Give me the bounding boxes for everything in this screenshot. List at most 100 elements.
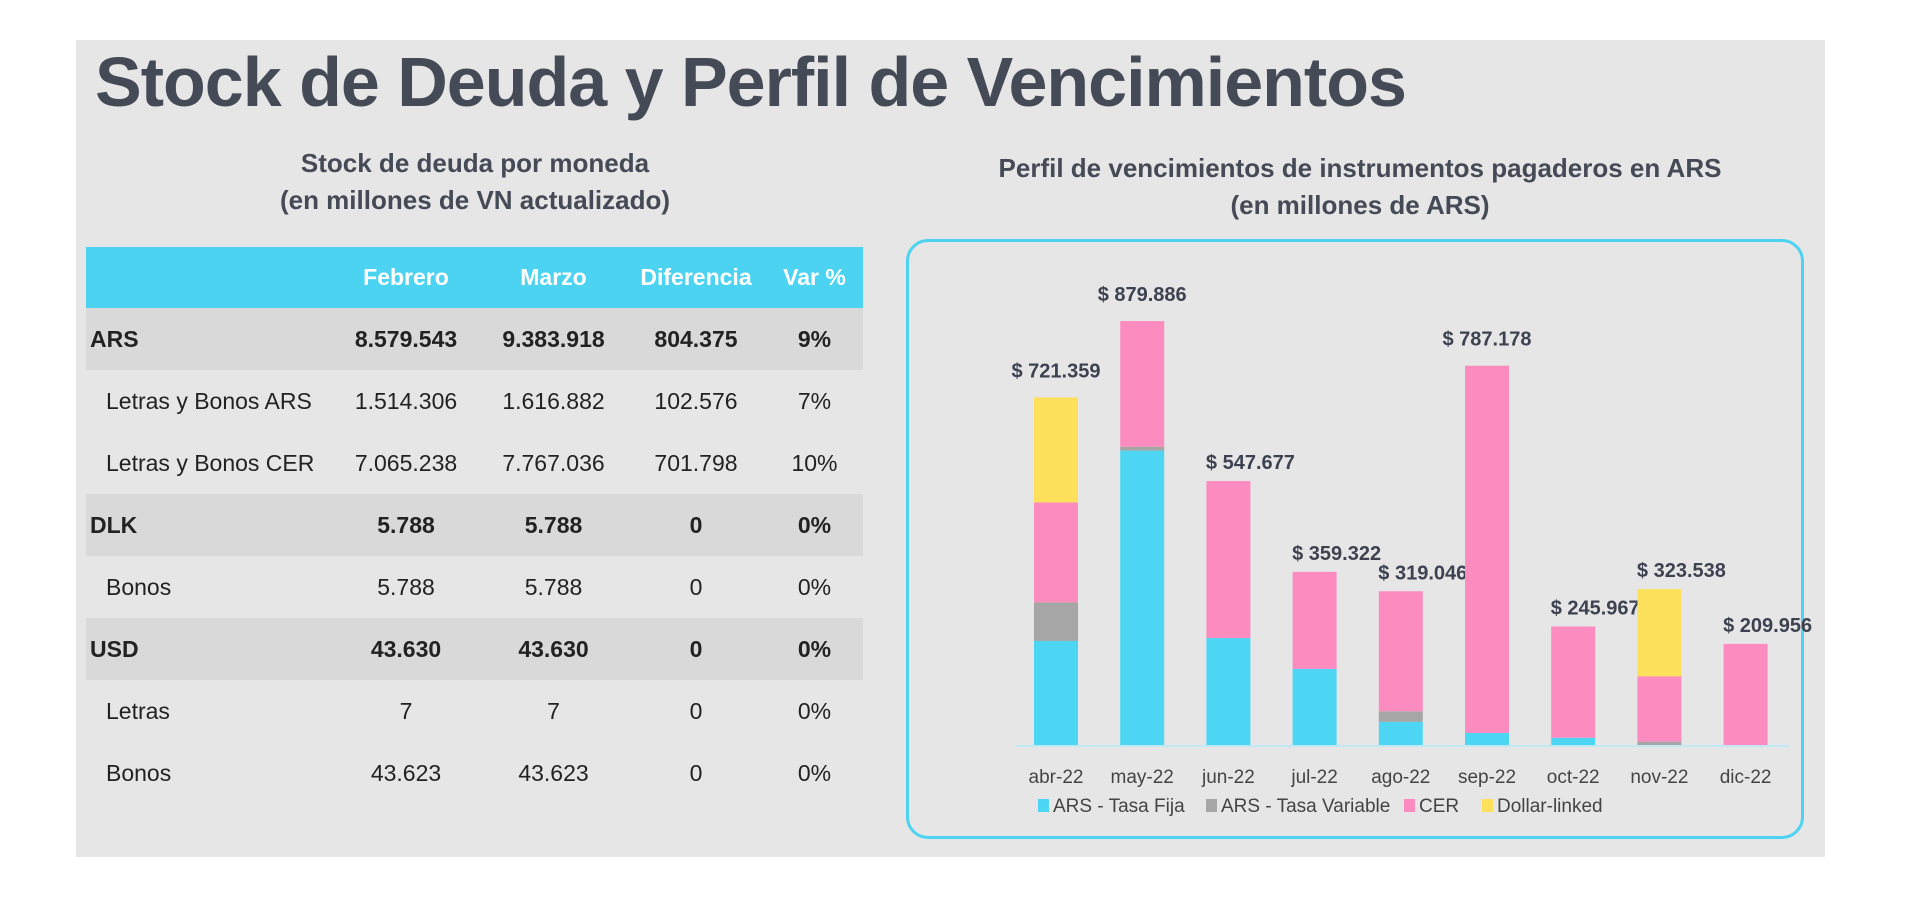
cell-value: 9.383.918 bbox=[481, 308, 626, 370]
x-tick-label: oct-22 bbox=[1547, 767, 1600, 788]
cell-value: 5.788 bbox=[524, 573, 583, 600]
legend-label: Dollar-linked bbox=[1497, 796, 1603, 817]
legend-swatch bbox=[1206, 799, 1217, 812]
table-title: Stock de deuda por moneda (en millones d… bbox=[160, 145, 790, 219]
x-tick-label: jul-22 bbox=[1290, 767, 1337, 788]
row-label: Letras y Bonos ARS bbox=[106, 387, 312, 414]
total-label: $ 209.956 bbox=[1723, 615, 1812, 637]
cell-value: 0% bbox=[797, 697, 832, 724]
total-label: $ 787.178 bbox=[1443, 329, 1532, 351]
row-label: Bonos bbox=[106, 759, 172, 786]
bar-segment-cer bbox=[1465, 365, 1509, 733]
cell-value: 0 bbox=[689, 573, 703, 600]
chart-title: Perfil de vencimientos de instrumentos p… bbox=[920, 150, 1800, 224]
cell-value: 1.616.882 bbox=[502, 387, 605, 414]
row-label: ARS bbox=[86, 308, 331, 370]
bar-segment-cer bbox=[1378, 591, 1423, 712]
cell-value: 0 bbox=[689, 697, 703, 724]
bar-segment-cer bbox=[1034, 502, 1078, 603]
table-row: DLK 5.788 5.788 0 0% bbox=[86, 494, 863, 556]
bar-segment-ars-tasa-fija bbox=[1034, 640, 1078, 745]
cell-value: 43.630 bbox=[331, 618, 481, 680]
bar-segment-ars-tasa-fija bbox=[1551, 737, 1596, 745]
debt-stock-table: Febrero Marzo Diferencia Var % ARS 8.579.… bbox=[86, 247, 863, 804]
cell-value: 0 bbox=[626, 494, 766, 556]
cell-value: 804.375 bbox=[626, 308, 766, 370]
cell-value: 7 bbox=[399, 697, 413, 724]
row-label: Letras y Bonos CER bbox=[106, 449, 315, 476]
header-cell: Febrero bbox=[331, 247, 481, 308]
cell-value: 5.788 bbox=[377, 573, 435, 600]
total-label: $ 359.322 bbox=[1292, 543, 1381, 565]
total-label: $ 319.046 bbox=[1378, 562, 1467, 584]
x-tick-label: abr-22 bbox=[1029, 767, 1084, 788]
header-cell: Marzo bbox=[481, 247, 626, 308]
table-row: Bonos 5.788 5.788 0 0% bbox=[86, 556, 863, 618]
table-title-line1: Stock de deuda por moneda bbox=[300, 148, 650, 178]
cell-value: 43.623 bbox=[370, 759, 442, 786]
legend-swatch bbox=[1038, 799, 1049, 812]
cell-value: 5.788 bbox=[481, 494, 626, 556]
cell-value: 102.576 bbox=[654, 387, 738, 414]
cell-value: 1.514.306 bbox=[354, 387, 458, 414]
cell-value: 9% bbox=[766, 308, 863, 370]
page-title: Stock de Deuda y Perfil de Vencimientos bbox=[95, 43, 1407, 121]
cell-value: 10% bbox=[791, 449, 838, 476]
total-label: $ 323.538 bbox=[1637, 560, 1726, 582]
x-tick-label: ago-22 bbox=[1371, 767, 1430, 788]
total-label: $ 879.886 bbox=[1098, 284, 1187, 306]
table-row: Letras y Bonos ARS 1.514.306 1.616.882 102.… bbox=[86, 370, 863, 432]
total-label: $ 245.967 bbox=[1551, 597, 1640, 619]
table-row: ARS 8.579.543 9.383.918 804.375 9% bbox=[86, 308, 863, 370]
cell-value: 7% bbox=[797, 387, 832, 414]
legend-label: ARS - Tasa Variable bbox=[1221, 796, 1390, 817]
bar-segment-ars-tasa-variable bbox=[1120, 446, 1165, 451]
x-tick-label: sep-22 bbox=[1458, 767, 1516, 788]
table-title-line2: (en millones de VN actualizado) bbox=[279, 185, 671, 215]
cell-value: 0 bbox=[626, 618, 766, 680]
cell-value: 7.767.036 bbox=[502, 449, 605, 476]
cell-value: 701.798 bbox=[654, 449, 738, 476]
table-row: Letras 7 7 0 0% bbox=[86, 680, 863, 742]
bar-segment-ars-tasa-variable bbox=[1034, 602, 1078, 641]
cell-value: 7.065.238 bbox=[354, 449, 458, 476]
legend-label: ARS - Tasa Fija bbox=[1053, 796, 1185, 817]
header-cell: Var % bbox=[766, 247, 863, 308]
cell-value: 0 bbox=[689, 759, 703, 786]
header-cell: Diferencia bbox=[626, 247, 766, 308]
bar-segment-ars-tasa-fija bbox=[1378, 721, 1423, 745]
row-label: USD bbox=[86, 618, 331, 680]
legend-label: CER bbox=[1419, 796, 1459, 817]
bar-segment-ars-tasa-variable bbox=[1637, 741, 1682, 745]
header-cell bbox=[86, 247, 331, 308]
background-panel bbox=[76, 40, 1825, 857]
legend-swatch bbox=[1404, 799, 1415, 812]
cell-value: 43.623 bbox=[518, 759, 589, 786]
cell-value: 43.630 bbox=[481, 618, 626, 680]
chart-subtitle: (en millones de ARS) bbox=[1230, 190, 1490, 220]
cell-value: 5.788 bbox=[331, 494, 481, 556]
bar-segment-ars-tasa-fija bbox=[1206, 638, 1251, 745]
total-label: $ 547.677 bbox=[1206, 452, 1295, 474]
table-row: Bonos 43.623 43.623 0 0% bbox=[86, 742, 863, 804]
bar-segment-ars-tasa-fija bbox=[1120, 450, 1165, 745]
cell-value: 0% bbox=[797, 573, 832, 600]
x-tick-label: dic-22 bbox=[1720, 767, 1772, 788]
row-label: DLK bbox=[86, 494, 331, 556]
bar-segment-ars-tasa-fija bbox=[1292, 668, 1337, 745]
table-row: USD 43.630 43.630 0 0% bbox=[86, 618, 863, 680]
cell-value: 0% bbox=[797, 759, 832, 786]
cell-value: 0% bbox=[766, 618, 863, 680]
total-label: $ 721.359 bbox=[1012, 360, 1101, 382]
table-row: Letras y Bonos CER 7.065.238 7.767.036 701.… bbox=[86, 432, 863, 494]
x-tick-label: may-22 bbox=[1111, 767, 1174, 788]
bar-segment-cer bbox=[1551, 626, 1596, 738]
x-tick-label: jun-22 bbox=[1201, 767, 1255, 788]
bar-segment-ars-tasa-variable bbox=[1378, 711, 1423, 722]
bar-segment-dollar-linked bbox=[1637, 589, 1682, 677]
bar-segment-cer bbox=[1206, 481, 1251, 639]
cell-value: 8.579.543 bbox=[331, 308, 481, 370]
bar-segment-cer bbox=[1637, 676, 1682, 742]
cell-value: 7 bbox=[547, 697, 560, 724]
